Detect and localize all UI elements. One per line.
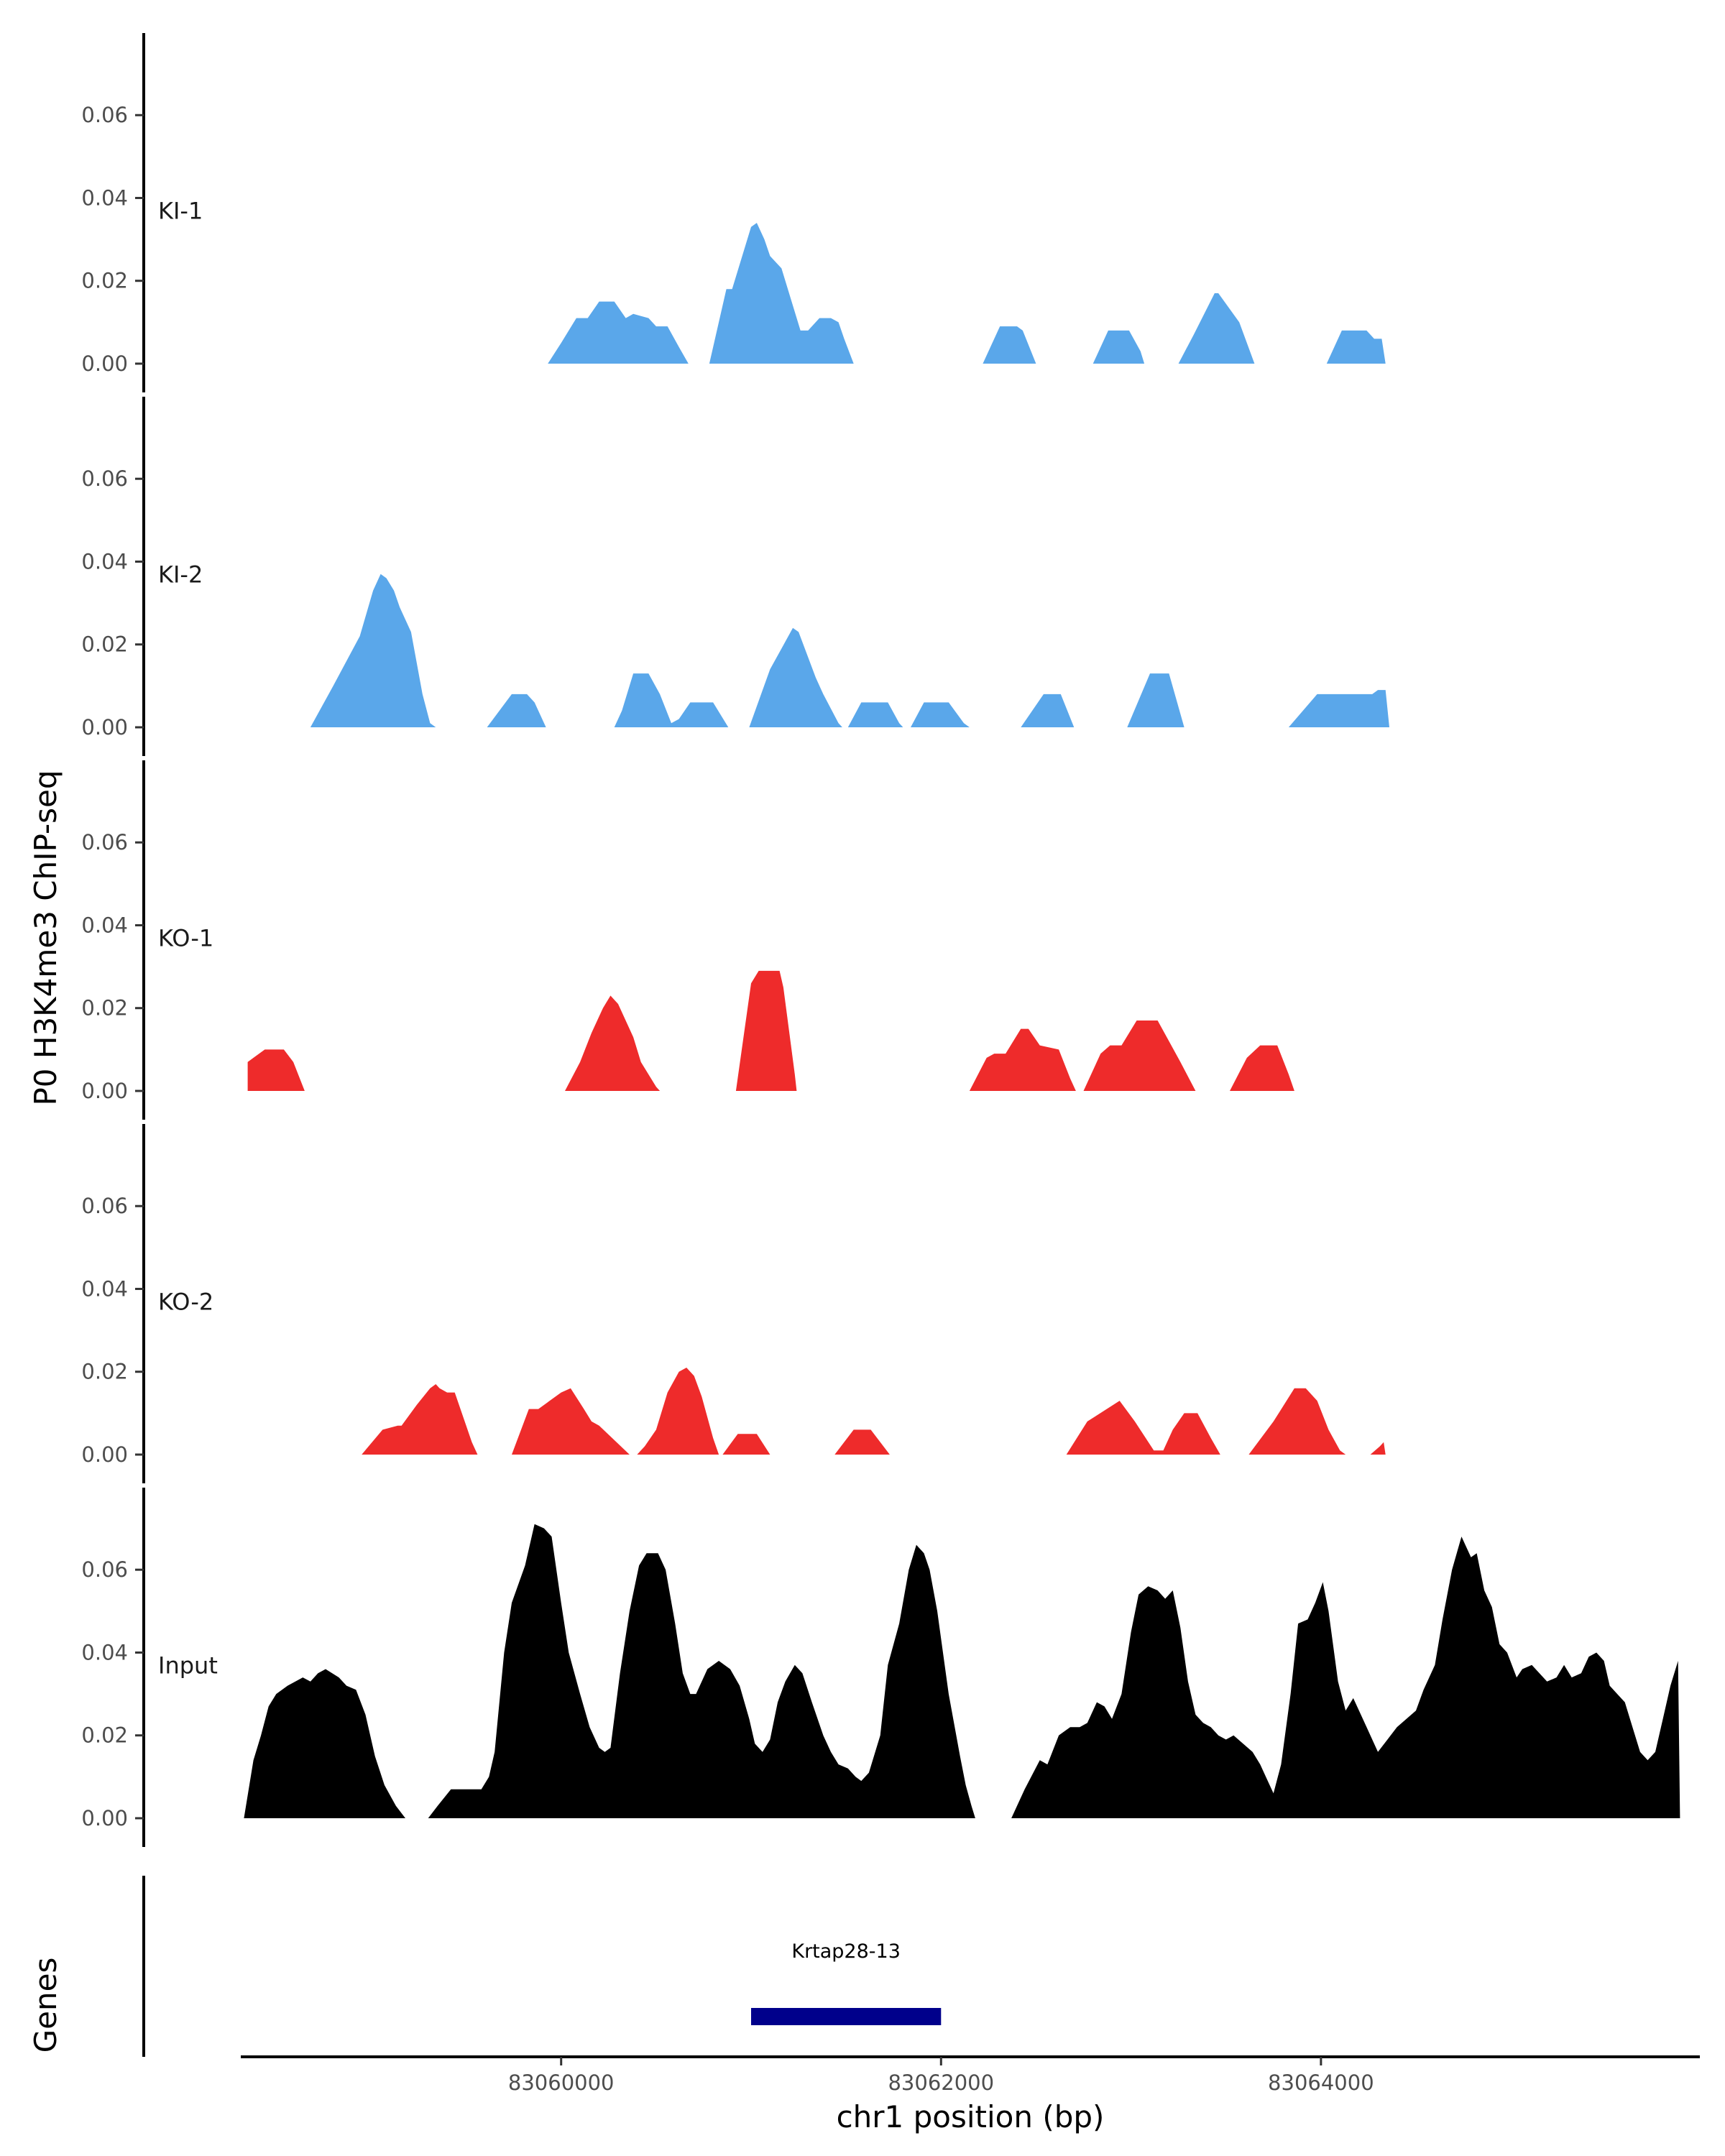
signal-peak (1178, 293, 1255, 364)
signal-peak (614, 673, 729, 727)
y-tick-label: 0.04 (81, 549, 128, 573)
y-tick-label: 0.06 (81, 1194, 128, 1218)
signal-peak (637, 1368, 719, 1455)
signal-peak (1011, 1537, 1680, 1818)
signal-peak (709, 223, 854, 364)
signal-peak (1248, 1388, 1346, 1455)
signal-peak (1127, 673, 1184, 727)
track-label: KI-2 (158, 561, 203, 588)
signal-peak (1230, 1045, 1294, 1091)
track-label: KO-2 (158, 1288, 213, 1315)
gene-track-title: Genes (28, 1958, 63, 2053)
signal-peak (428, 1524, 975, 1818)
y-tick-label: 0.00 (81, 351, 128, 376)
y-tick-label: 0.00 (81, 1806, 128, 1830)
gene-body (751, 2008, 942, 2025)
x-axis: 83060000 83062000 83064000 (241, 2055, 1700, 2095)
track-input: 0.00 0.02 0.04 0.06 Input (81, 1488, 1680, 1847)
signal-peak (548, 301, 689, 364)
signal-peak (1083, 1021, 1196, 1091)
track-label: KI-1 (158, 197, 203, 224)
y-tick-label: 0.06 (81, 1557, 128, 1582)
tracks-layer: 0.00 0.02 0.04 0.06 KI-1 0.00 0.02 0.04 0.06 KI-2… (81, 33, 1680, 1847)
y-tick-label: 0.04 (81, 185, 128, 210)
y-tick-label: 0.02 (81, 269, 128, 293)
signal-peak (749, 627, 842, 727)
y-tick-label: 0.06 (81, 830, 128, 854)
strand-arrow (754, 2008, 767, 2025)
y-tick-label: 0.06 (81, 103, 128, 127)
x-tick-label: 83062000 (888, 2070, 994, 2095)
signal-peak (1066, 1401, 1220, 1455)
signal-peak (834, 1429, 890, 1455)
signal-peak (244, 1669, 405, 1818)
signal-peak (735, 970, 797, 1091)
y-tick-label: 0.04 (81, 1276, 128, 1301)
track-ki-1: 0.00 0.02 0.04 0.06 KI-1 (81, 33, 1386, 392)
signal-peak (1288, 690, 1389, 727)
track-ki-2: 0.00 0.02 0.04 0.06 KI-2 (81, 397, 1389, 756)
signal-peak (983, 326, 1036, 364)
y-tick-label: 0.02 (81, 632, 128, 657)
signal-peak (1370, 1442, 1386, 1455)
signal-peak (310, 573, 436, 727)
x-axis-title: chr1 position (bp) (837, 2099, 1105, 2134)
gene-label: Krtap28-13 (791, 1940, 901, 1963)
y-tick-label: 0.02 (81, 996, 128, 1021)
signal-peak (487, 694, 546, 727)
signal-peak (565, 995, 661, 1091)
y-tick-label: 0.00 (81, 1079, 128, 1103)
signal-peak (722, 1434, 770, 1455)
y-tick-label: 0.06 (81, 466, 128, 491)
track-ko-1: 0.00 0.02 0.04 0.06 KO-1 (81, 760, 1294, 1120)
signal-peak (1021, 694, 1075, 727)
track-label: KO-1 (158, 924, 213, 952)
x-tick-label: 83060000 (508, 2070, 615, 2095)
track-label: Input (158, 1651, 218, 1679)
y-tick-label: 0.00 (81, 1442, 128, 1467)
track-ko-2: 0.00 0.02 0.04 0.06 KO-2 (81, 1124, 1386, 1483)
y-tick-label: 0.02 (81, 1723, 128, 1748)
signal-peak (911, 702, 970, 727)
signal-peak (847, 702, 903, 727)
y-tick-label: 0.02 (81, 1360, 128, 1384)
y-tick-label: 0.04 (81, 913, 128, 937)
gene-track: Krtap28-13 (142, 1876, 942, 2057)
signal-peak (512, 1388, 630, 1455)
signal-peak (1326, 330, 1386, 364)
signal-peak (247, 1049, 305, 1091)
x-tick-label: 83064000 (1268, 2070, 1374, 2095)
y-axis-title: P0 H3K4me3 ChIP-seq (28, 770, 63, 1105)
signal-peak (1092, 330, 1145, 364)
y-tick-label: 0.00 (81, 715, 128, 740)
signal-peak (362, 1384, 478, 1455)
signal-peak (969, 1028, 1076, 1091)
y-tick-label: 0.04 (81, 1640, 128, 1664)
